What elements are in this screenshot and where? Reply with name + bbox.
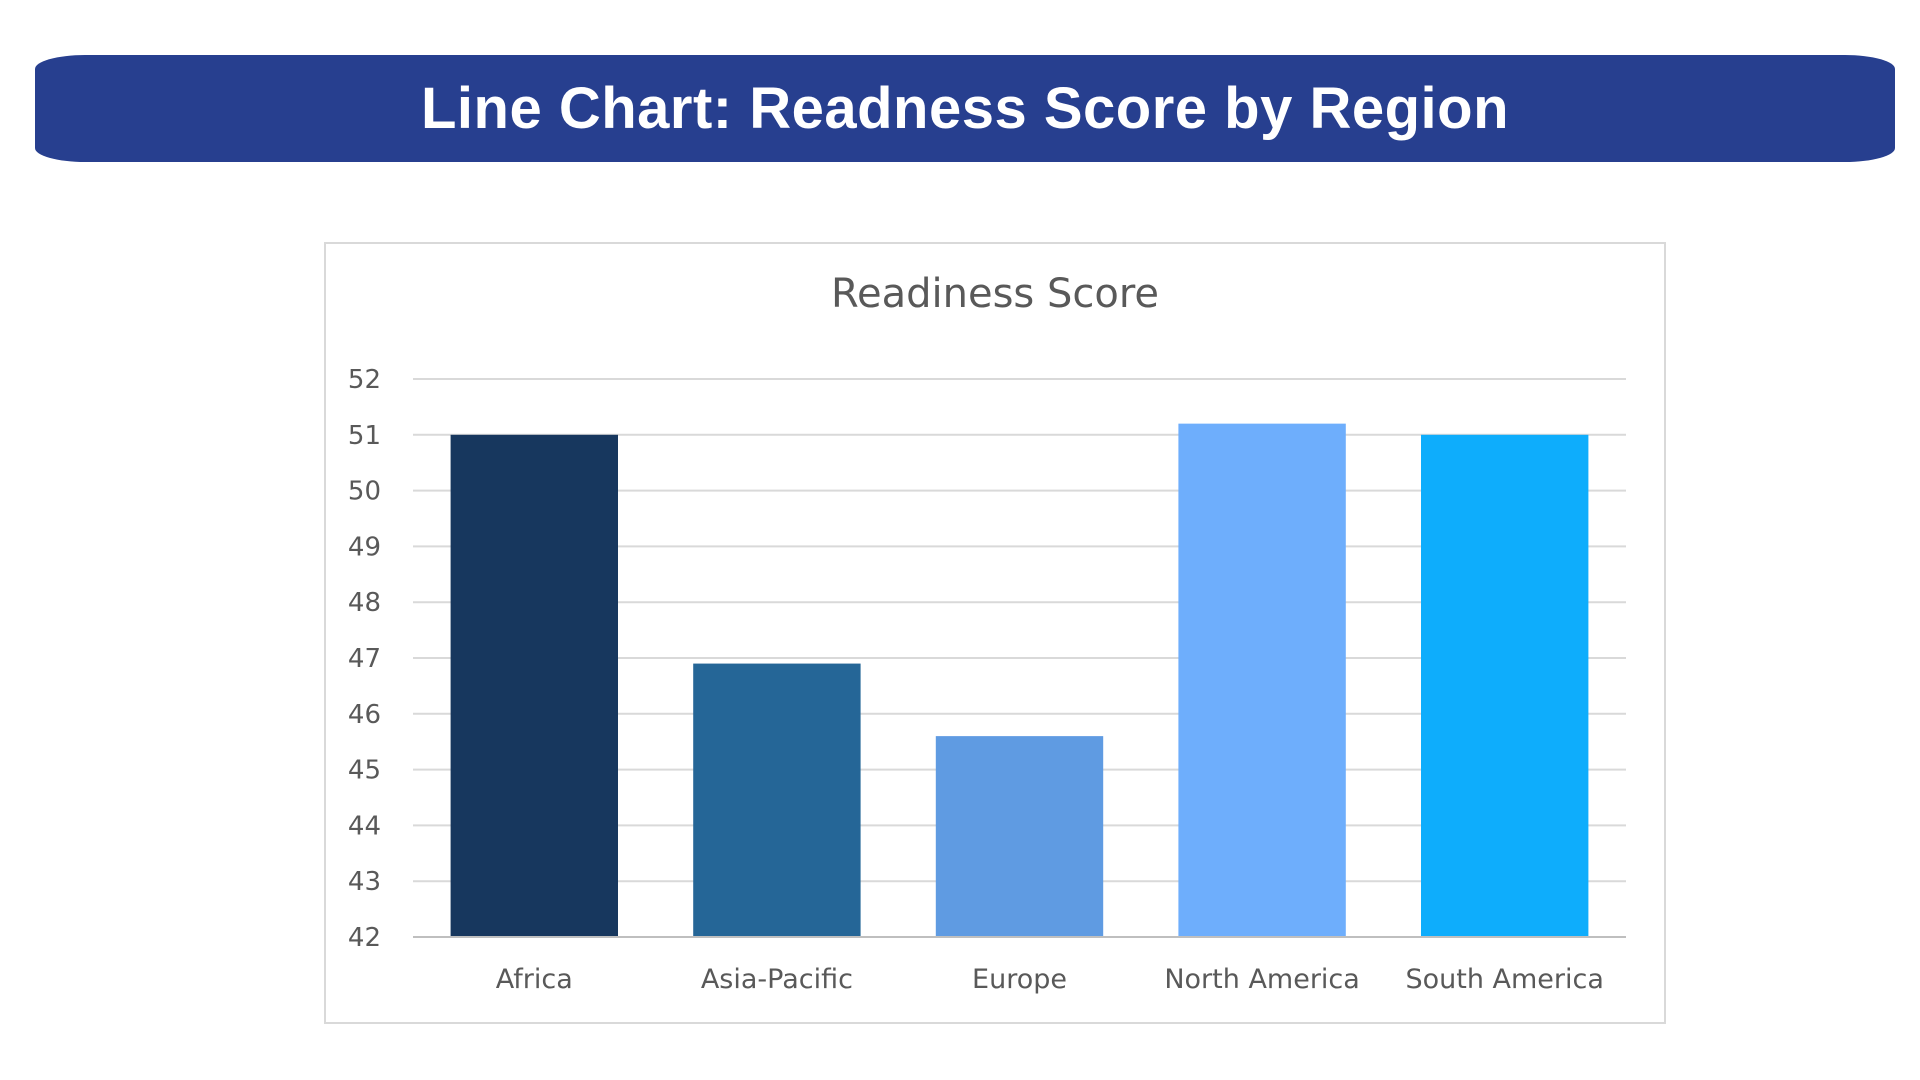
y-tick-label: 50 — [348, 477, 381, 507]
bar-north-america — [1178, 423, 1346, 937]
x-axis-labels: Africa Asia-Pacific Europe North America Sou… — [496, 964, 1604, 995]
x-tick-label: Africa — [496, 964, 573, 995]
y-tick-label: 44 — [348, 811, 381, 841]
bar-chart: Readiness Score 42 43 44 45 46 47 48 49 50 51 52 A… — [348, 271, 1626, 995]
y-tick-label: 43 — [348, 867, 381, 897]
y-tick-label: 52 — [348, 365, 381, 395]
x-tick-label: Asia-Pacific — [701, 964, 853, 995]
header-title: Line Chart: Readness Score by Region — [420, 76, 1510, 141]
y-tick-label: 48 — [348, 588, 381, 618]
y-tick-label: 45 — [348, 756, 381, 786]
y-tick-label: 47 — [348, 644, 381, 674]
x-tick-label: South America — [1405, 964, 1603, 995]
bars — [450, 423, 1589, 937]
x-tick-label: North America — [1164, 964, 1359, 995]
y-axis-ticks: 42 43 44 45 46 47 48 49 50 51 52 — [348, 365, 381, 953]
bar-asia-pacific — [693, 663, 861, 937]
chart-frame: Readiness Score 42 43 44 45 46 47 48 49 50 51 52 A… — [324, 242, 1666, 1024]
header-banner: Line Chart: Readness Score by Region — [35, 55, 1895, 162]
y-tick-label: 49 — [348, 532, 381, 562]
y-tick-label: 46 — [348, 700, 381, 730]
bar-europe — [935, 736, 1104, 937]
bar-south-america — [1421, 434, 1589, 937]
y-tick-label: 42 — [348, 923, 381, 953]
x-tick-label: Europe — [972, 964, 1067, 995]
bar-africa — [450, 434, 618, 937]
chart-title: Readiness Score — [831, 271, 1159, 317]
y-tick-label: 51 — [348, 421, 381, 451]
